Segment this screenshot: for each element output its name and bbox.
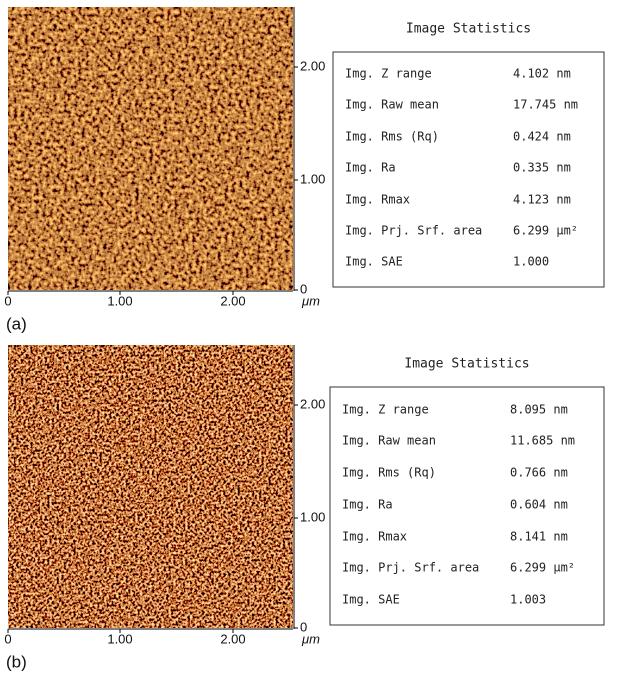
stat-value: 4.123 nm <box>513 193 571 207</box>
y-tick-label: 1.00 <box>300 509 325 524</box>
stat-value: 0.335 nm <box>513 161 571 175</box>
stat-name: Img. Raw mean <box>345 98 439 112</box>
stat-name: Img. Rmax <box>345 193 410 207</box>
stat-name: Img. SAE <box>345 255 403 269</box>
stat-name: Img. Z range <box>342 403 429 417</box>
stat-name: Img. Rms (Rq) <box>345 130 439 144</box>
stat-name: Img. Rms (Rq) <box>342 466 436 480</box>
stat-value: 17.745 nm <box>513 98 578 112</box>
stat-name: Img. Ra <box>345 161 396 175</box>
stat-value: 6.299 μm² <box>510 561 575 575</box>
y-tick-label: 2.00 <box>300 58 325 73</box>
stat-value: 0.604 nm <box>510 498 568 512</box>
panel-label: (b) <box>6 652 27 671</box>
stat-value: 8.095 nm <box>510 403 568 417</box>
stat-value: 1.000 <box>513 255 549 269</box>
stat-name: Img. Z range <box>345 67 432 81</box>
stats-title: Image Statistics <box>406 22 531 37</box>
x-tick-label: 2.00 <box>220 631 245 646</box>
stat-name: Img. Ra <box>342 498 393 512</box>
stat-value: 6.299 μm² <box>513 224 578 238</box>
x-tick-label: 1.00 <box>107 631 132 646</box>
stat-name: Img. Raw mean <box>342 434 436 448</box>
afm-image <box>8 345 293 628</box>
panel-label: (a) <box>6 314 27 333</box>
stat-name: Img. Rmax <box>342 530 407 544</box>
stat-value: 0.424 nm <box>513 130 571 144</box>
stat-value: 1.003 <box>510 593 546 607</box>
x-tick-label: 2.00 <box>220 293 245 308</box>
stat-value: 8.141 nm <box>510 530 568 544</box>
y-tick-label: 0 <box>300 281 307 296</box>
stats-box <box>332 51 605 288</box>
stat-name: Img. Prj. Srf. area <box>342 561 479 575</box>
y-tick-label: 0 <box>300 619 307 634</box>
stat-name: Img. Prj. Srf. area <box>345 224 482 238</box>
x-tick-label: 0 <box>4 293 11 308</box>
stat-value: 0.766 nm <box>510 466 568 480</box>
x-tick-label: 1.00 <box>107 293 132 308</box>
x-tick-label: 0 <box>4 631 11 646</box>
x-unit: μm <box>301 293 320 308</box>
stat-value: 4.102 nm <box>513 67 571 81</box>
stats-box <box>329 386 605 626</box>
y-tick-label: 1.00 <box>300 171 325 186</box>
stat-value: 11.685 nm <box>510 434 575 448</box>
y-tick-label: 2.00 <box>300 396 325 411</box>
x-unit: μm <box>301 631 320 646</box>
stats-title: Image Statistics <box>404 357 529 372</box>
afm-image <box>8 7 293 290</box>
stat-name: Img. SAE <box>342 593 400 607</box>
